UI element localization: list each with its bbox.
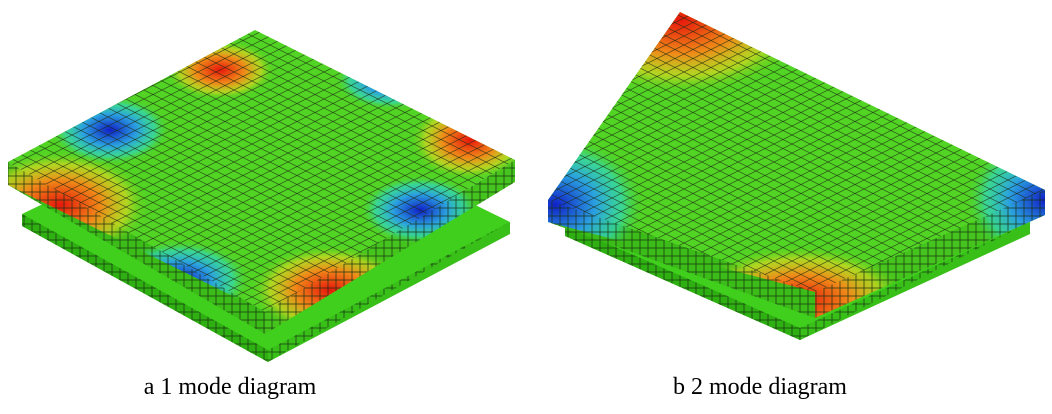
- caption: b 2 mode diagram: [673, 374, 847, 400]
- mesh-plots: [8, 12, 1045, 362]
- deformed-plate: [548, 12, 1045, 318]
- caption: a 1 mode diagram: [143, 374, 317, 400]
- deformed-plate: [8, 30, 515, 334]
